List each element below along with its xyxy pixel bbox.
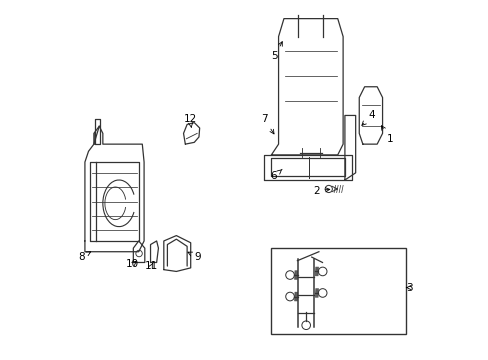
Text: 11: 11: [144, 261, 158, 271]
Text: 1: 1: [381, 126, 392, 144]
Text: 4: 4: [361, 111, 374, 125]
Text: 12: 12: [183, 114, 196, 127]
Text: 10: 10: [126, 259, 139, 269]
Text: 8: 8: [78, 252, 90, 262]
Text: 9: 9: [187, 252, 201, 262]
Bar: [271, 248, 405, 334]
Text: 3: 3: [406, 283, 412, 293]
Text: 6: 6: [270, 169, 282, 181]
Text: 7: 7: [261, 114, 273, 134]
Text: 2: 2: [312, 186, 329, 196]
Text: 5: 5: [271, 42, 282, 61]
